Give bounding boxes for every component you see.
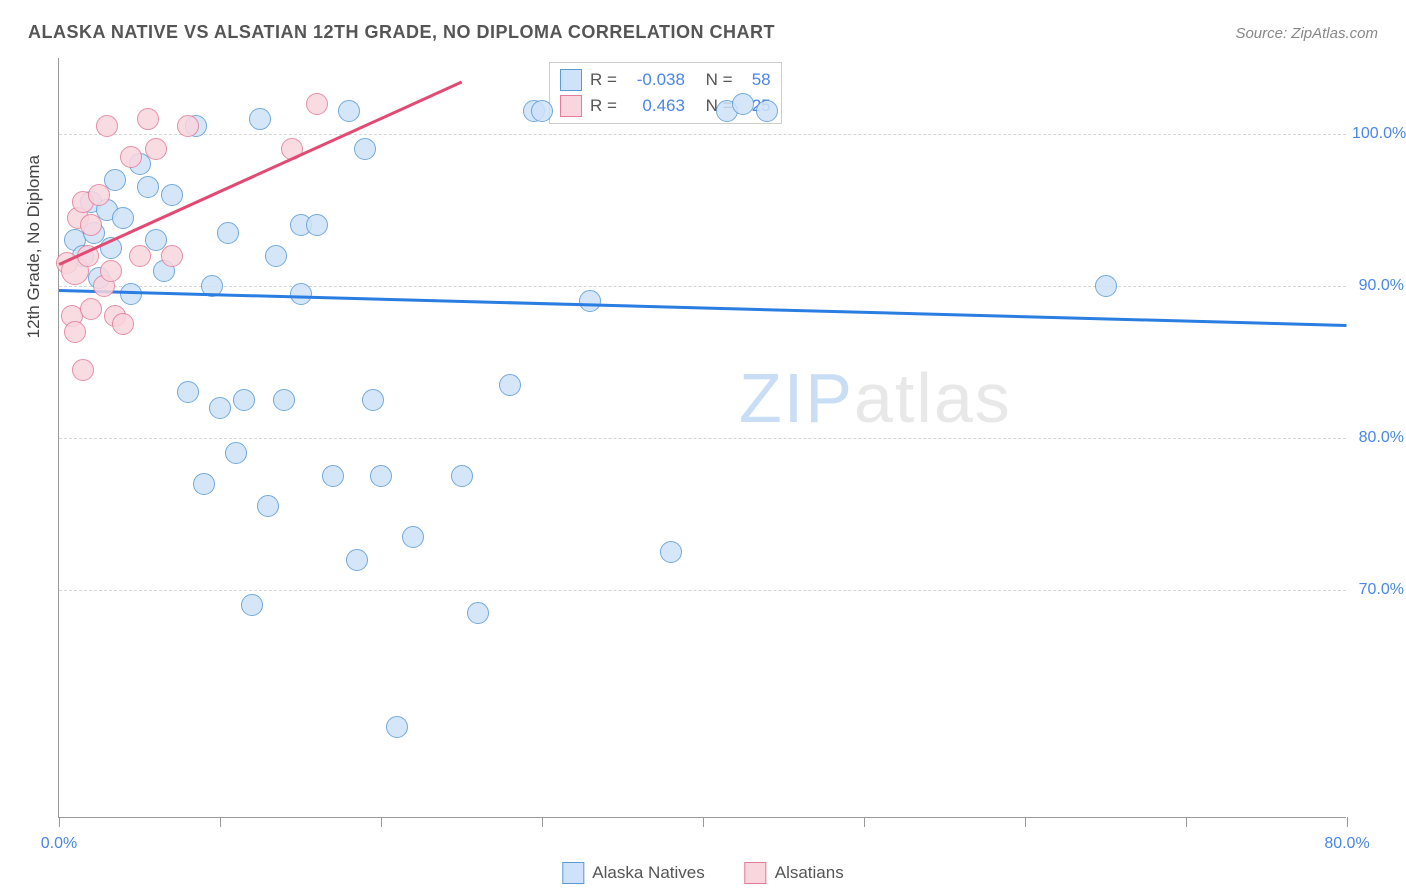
- ytick-label: 90.0%: [1352, 277, 1404, 295]
- data-point: [1095, 275, 1117, 297]
- data-point: [88, 184, 110, 206]
- xtick: [542, 817, 543, 827]
- data-point: [660, 541, 682, 563]
- data-point: [451, 465, 473, 487]
- data-point: [209, 397, 231, 419]
- trendline: [59, 289, 1347, 326]
- ytick-label: 80.0%: [1352, 429, 1404, 447]
- legend-label-1: Alaska Natives: [592, 863, 704, 883]
- stats-r-value-2: 0.463: [625, 96, 685, 116]
- data-point: [579, 290, 601, 312]
- data-point: [241, 594, 263, 616]
- data-point: [756, 100, 778, 122]
- stats-r-value-1: -0.038: [625, 70, 685, 90]
- legend-item-1: Alaska Natives: [562, 862, 704, 884]
- xtick: [703, 817, 704, 827]
- xtick-label: 80.0%: [1324, 835, 1369, 853]
- xtick: [1347, 817, 1348, 827]
- legend-label-2: Alsatians: [775, 863, 844, 883]
- data-point: [72, 359, 94, 381]
- data-point: [257, 495, 279, 517]
- watermark-zip: ZIP: [739, 359, 854, 437]
- xtick: [1025, 817, 1026, 827]
- xtick: [59, 817, 60, 827]
- data-point: [306, 214, 328, 236]
- stats-n-label-1: N =: [706, 70, 733, 90]
- stats-n-value-1: 58: [741, 70, 771, 90]
- xtick-label: 0.0%: [41, 835, 77, 853]
- data-point: [338, 100, 360, 122]
- data-point: [64, 321, 86, 343]
- xtick: [381, 817, 382, 827]
- data-point: [217, 222, 239, 244]
- data-point: [346, 549, 368, 571]
- stats-r-label-2: R =: [590, 96, 617, 116]
- data-point: [96, 115, 118, 137]
- gridline: [59, 286, 1346, 287]
- legend: Alaska Natives Alsatians: [562, 862, 843, 884]
- xtick: [220, 817, 221, 827]
- legend-item-2: Alsatians: [745, 862, 844, 884]
- chart-source: Source: ZipAtlas.com: [1235, 25, 1378, 42]
- plot-area: ZIPatlas R = -0.038 N = 58 R = 0.463 N =…: [58, 58, 1346, 818]
- ytick-label: 70.0%: [1352, 581, 1404, 599]
- xtick: [1186, 817, 1187, 827]
- stats-swatch-1: [560, 69, 582, 91]
- data-point: [467, 602, 489, 624]
- data-point: [80, 214, 102, 236]
- data-point: [531, 100, 553, 122]
- data-point: [233, 389, 255, 411]
- data-point: [499, 374, 521, 396]
- data-point: [386, 716, 408, 738]
- chart-header: ALASKA NATIVE VS ALSATIAN 12TH GRADE, NO…: [28, 22, 1378, 43]
- data-point: [129, 245, 151, 267]
- data-point: [80, 298, 102, 320]
- data-point: [402, 526, 424, 548]
- data-point: [322, 465, 344, 487]
- data-point: [177, 381, 199, 403]
- chart-title: ALASKA NATIVE VS ALSATIAN 12TH GRADE, NO…: [28, 22, 775, 43]
- data-point: [273, 389, 295, 411]
- data-point: [732, 93, 754, 115]
- stats-swatch-2: [560, 95, 582, 117]
- data-point: [225, 442, 247, 464]
- legend-swatch-1: [562, 862, 584, 884]
- data-point: [249, 108, 271, 130]
- watermark-atlas: atlas: [854, 359, 1012, 437]
- data-point: [354, 138, 376, 160]
- data-point: [161, 245, 183, 267]
- data-point: [100, 260, 122, 282]
- data-point: [265, 245, 287, 267]
- legend-swatch-2: [745, 862, 767, 884]
- data-point: [306, 93, 328, 115]
- data-point: [112, 207, 134, 229]
- chart-container: ALASKA NATIVE VS ALSATIAN 12TH GRADE, NO…: [0, 0, 1406, 892]
- data-point: [161, 184, 183, 206]
- data-point: [290, 283, 312, 305]
- data-point: [112, 313, 134, 335]
- gridline: [59, 438, 1346, 439]
- data-point: [137, 176, 159, 198]
- data-point: [362, 389, 384, 411]
- data-point: [120, 146, 142, 168]
- xtick: [864, 817, 865, 827]
- data-point: [145, 138, 167, 160]
- stats-row-1: R = -0.038 N = 58: [560, 67, 771, 93]
- data-point: [177, 115, 199, 137]
- gridline: [59, 590, 1346, 591]
- stats-r-label-1: R =: [590, 70, 617, 90]
- data-point: [137, 108, 159, 130]
- gridline: [59, 134, 1346, 135]
- ytick-label: 100.0%: [1352, 125, 1404, 143]
- y-axis-label: 12th Grade, No Diploma: [24, 155, 44, 338]
- watermark: ZIPatlas: [739, 358, 1012, 438]
- data-point: [370, 465, 392, 487]
- data-point: [193, 473, 215, 495]
